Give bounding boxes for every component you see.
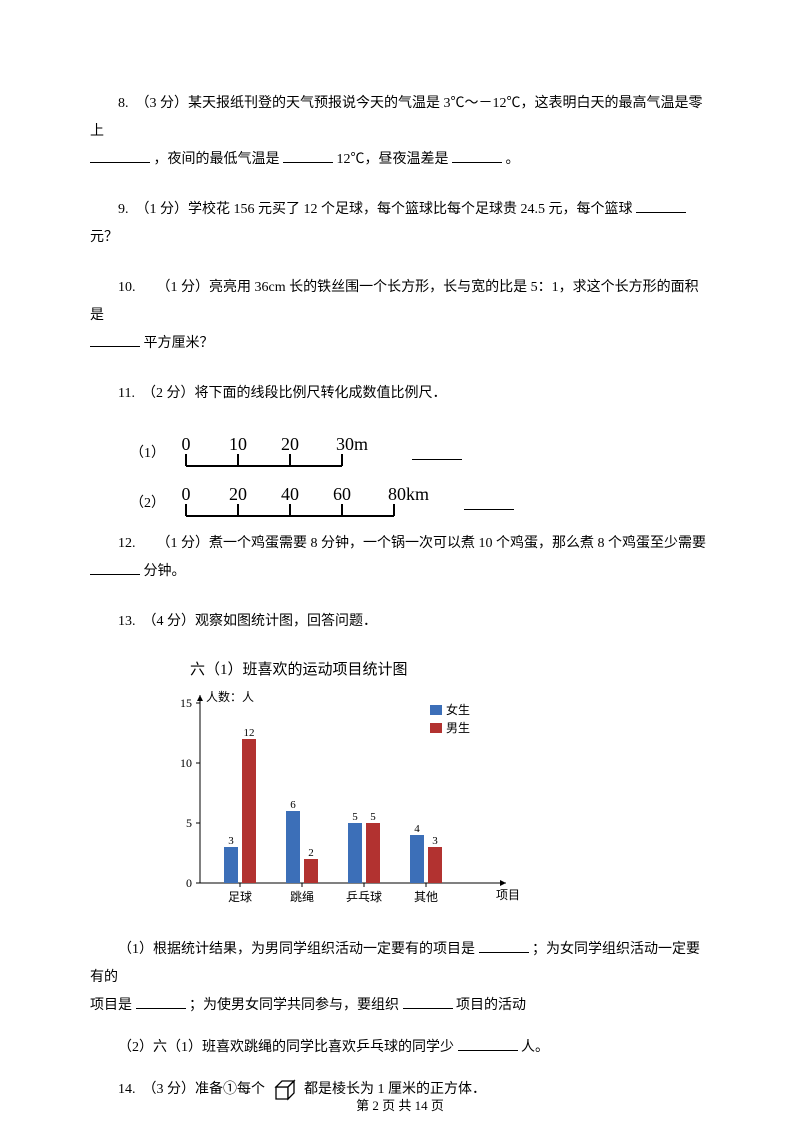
svg-text:5: 5 bbox=[352, 811, 358, 823]
q13-sq2-a: （2）六（1）班喜欢跳绳的同学比喜欢乒乓球的同学少 bbox=[118, 1040, 454, 1055]
q8-text-c: 12℃，昼夜温差是 bbox=[337, 152, 449, 167]
q8-blank-2[interactable] bbox=[283, 147, 333, 163]
svg-text:2: 2 bbox=[308, 847, 314, 859]
svg-text:80km: 80km bbox=[388, 484, 429, 504]
q11-row2-label: （2） bbox=[130, 492, 160, 512]
svg-text:3: 3 bbox=[432, 835, 438, 847]
svg-text:20: 20 bbox=[281, 434, 299, 454]
q11-blank-1[interactable] bbox=[412, 444, 462, 460]
q9-text-a: 9. （1 分）学校花 156 元买了 12 个足球，每个篮球比每个足球贵 24… bbox=[118, 202, 633, 217]
svg-text:0: 0 bbox=[186, 876, 192, 890]
q11-heading: 11. （2 分）将下面的线段比例尺转化成数值比例尺． bbox=[118, 386, 446, 401]
q13-sq1-a: （1）根据统计结果，为男同学组织活动一定要有的项目是 bbox=[118, 942, 475, 957]
chart-wrap: 051015人数：人项目女生男生312足球62跳绳55乒乓球43其他 bbox=[160, 685, 710, 922]
q8-text-a: 8. （3 分）某天报纸刊登的天气预报说今天的气温是 3℃～－12℃，这表明白天… bbox=[90, 96, 703, 139]
q8-blank-1[interactable] bbox=[90, 147, 150, 163]
q13-sq2-blank-1[interactable] bbox=[458, 1035, 518, 1051]
page: 8. （3 分）某天报纸刊登的天气预报说今天的气温是 3℃～－12℃，这表明白天… bbox=[0, 0, 800, 1134]
q10-text-a: 10. （1 分）亮亮用 36cm 长的铁丝围一个长方形，长与宽的比是 5：1，… bbox=[90, 280, 699, 323]
page-footer: 第 2 页 共 14 页 bbox=[0, 1095, 800, 1114]
bar-chart: 051015人数：人项目女生男生312足球62跳绳55乒乓球43其他 bbox=[160, 685, 530, 917]
ruler-scale-1: 0 10 20 30m bbox=[168, 430, 402, 474]
q11-ruler-row-1: （1） 0 10 20 30m bbox=[130, 430, 710, 474]
q13-sq1-blank-2[interactable] bbox=[136, 993, 186, 1009]
svg-text:20: 20 bbox=[229, 484, 247, 504]
q12-text-a: 12. （1 分）煮一个鸡蛋需要 8 分钟，一个锅一次可以煮 10 个鸡蛋，那么… bbox=[118, 536, 706, 551]
svg-text:40: 40 bbox=[281, 484, 299, 504]
q13-subq-1: （1）根据统计结果，为男同学组织活动一定要有的项目是 ；为女同学组织活动一定要有… bbox=[90, 936, 710, 1020]
svg-text:6: 6 bbox=[290, 799, 296, 811]
question-12: 12. （1 分）煮一个鸡蛋需要 8 分钟，一个锅一次可以煮 10 个鸡蛋，那么… bbox=[90, 530, 710, 586]
svg-text:60: 60 bbox=[333, 484, 351, 504]
q9-blank-1[interactable] bbox=[636, 197, 686, 213]
svg-text:10: 10 bbox=[180, 756, 192, 770]
q11-rulers: （1） 0 10 20 30m （2） 0 20 40 60 80km bbox=[130, 430, 710, 524]
svg-text:人数：人: 人数：人 bbox=[206, 689, 254, 704]
q13-sq1-d: ；为使男女同学共同参与，要组织 bbox=[189, 998, 399, 1013]
ruler-scale-2: 0 20 40 60 80km bbox=[168, 480, 454, 524]
svg-text:12: 12 bbox=[244, 727, 255, 739]
svg-text:项目: 项目 bbox=[496, 888, 520, 902]
q8-text-d: 。 bbox=[506, 152, 520, 167]
q11-blank-2[interactable] bbox=[464, 494, 514, 510]
q13-heading: 13. （4 分）观察如图统计图，回答问题． bbox=[118, 614, 377, 629]
svg-text:3: 3 bbox=[228, 835, 234, 847]
svg-text:4: 4 bbox=[414, 823, 420, 835]
svg-text:足球: 足球 bbox=[228, 890, 252, 904]
question-13: 13. （4 分）观察如图统计图，回答问题． bbox=[90, 608, 710, 636]
q10-text-b: 平方厘米？ bbox=[144, 336, 214, 351]
q13-subq-2: （2）六（1）班喜欢跳绳的同学比喜欢乒乓球的同学少 人。 bbox=[90, 1034, 710, 1062]
svg-text:5: 5 bbox=[186, 816, 192, 830]
question-11: 11. （2 分）将下面的线段比例尺转化成数值比例尺． bbox=[90, 380, 710, 408]
q13-sq1-c: 项目是 bbox=[90, 992, 132, 1020]
question-9: 9. （1 分）学校花 156 元买了 12 个足球，每个篮球比每个足球贵 24… bbox=[90, 196, 710, 252]
q11-row1-label: （1） bbox=[130, 442, 160, 462]
q13-sq2-b: 人。 bbox=[521, 1040, 549, 1055]
question-10: 10. （1 分）亮亮用 36cm 长的铁丝围一个长方形，长与宽的比是 5：1，… bbox=[90, 274, 710, 358]
q12-text-b: 分钟。 bbox=[144, 564, 186, 579]
svg-text:5: 5 bbox=[370, 811, 376, 823]
svg-text:其他: 其他 bbox=[414, 890, 438, 904]
q13-sq1-blank-3[interactable] bbox=[403, 993, 453, 1009]
svg-text:30m: 30m bbox=[336, 434, 368, 454]
svg-text:15: 15 bbox=[180, 696, 192, 710]
svg-text:乒乓球: 乒乓球 bbox=[346, 890, 382, 904]
svg-text:男生: 男生 bbox=[446, 721, 470, 735]
svg-text:女生: 女生 bbox=[446, 702, 470, 717]
q13-sq1-e: 项目的活动 bbox=[456, 998, 526, 1013]
svg-text:0: 0 bbox=[182, 434, 191, 454]
q10-blank-1[interactable] bbox=[90, 331, 140, 347]
question-8: 8. （3 分）某天报纸刊登的天气预报说今天的气温是 3℃～－12℃，这表明白天… bbox=[90, 90, 710, 174]
q11-ruler-row-2: （2） 0 20 40 60 80km bbox=[130, 480, 710, 524]
q12-blank-1[interactable] bbox=[90, 559, 140, 575]
svg-text:0: 0 bbox=[182, 484, 191, 504]
q8-blank-3[interactable] bbox=[452, 147, 502, 163]
svg-text:10: 10 bbox=[229, 434, 247, 454]
q13-sq1-blank-1[interactable] bbox=[479, 937, 529, 953]
q8-text-b: ，夜间的最低气温是 bbox=[154, 152, 280, 167]
chart-title: 六（1）班喜欢的运动项目统计图 bbox=[190, 658, 710, 679]
q9-text-b: 元？ bbox=[90, 230, 118, 245]
svg-text:跳绳: 跳绳 bbox=[290, 890, 314, 904]
footer-text: 第 2 页 共 14 页 bbox=[356, 1098, 444, 1113]
